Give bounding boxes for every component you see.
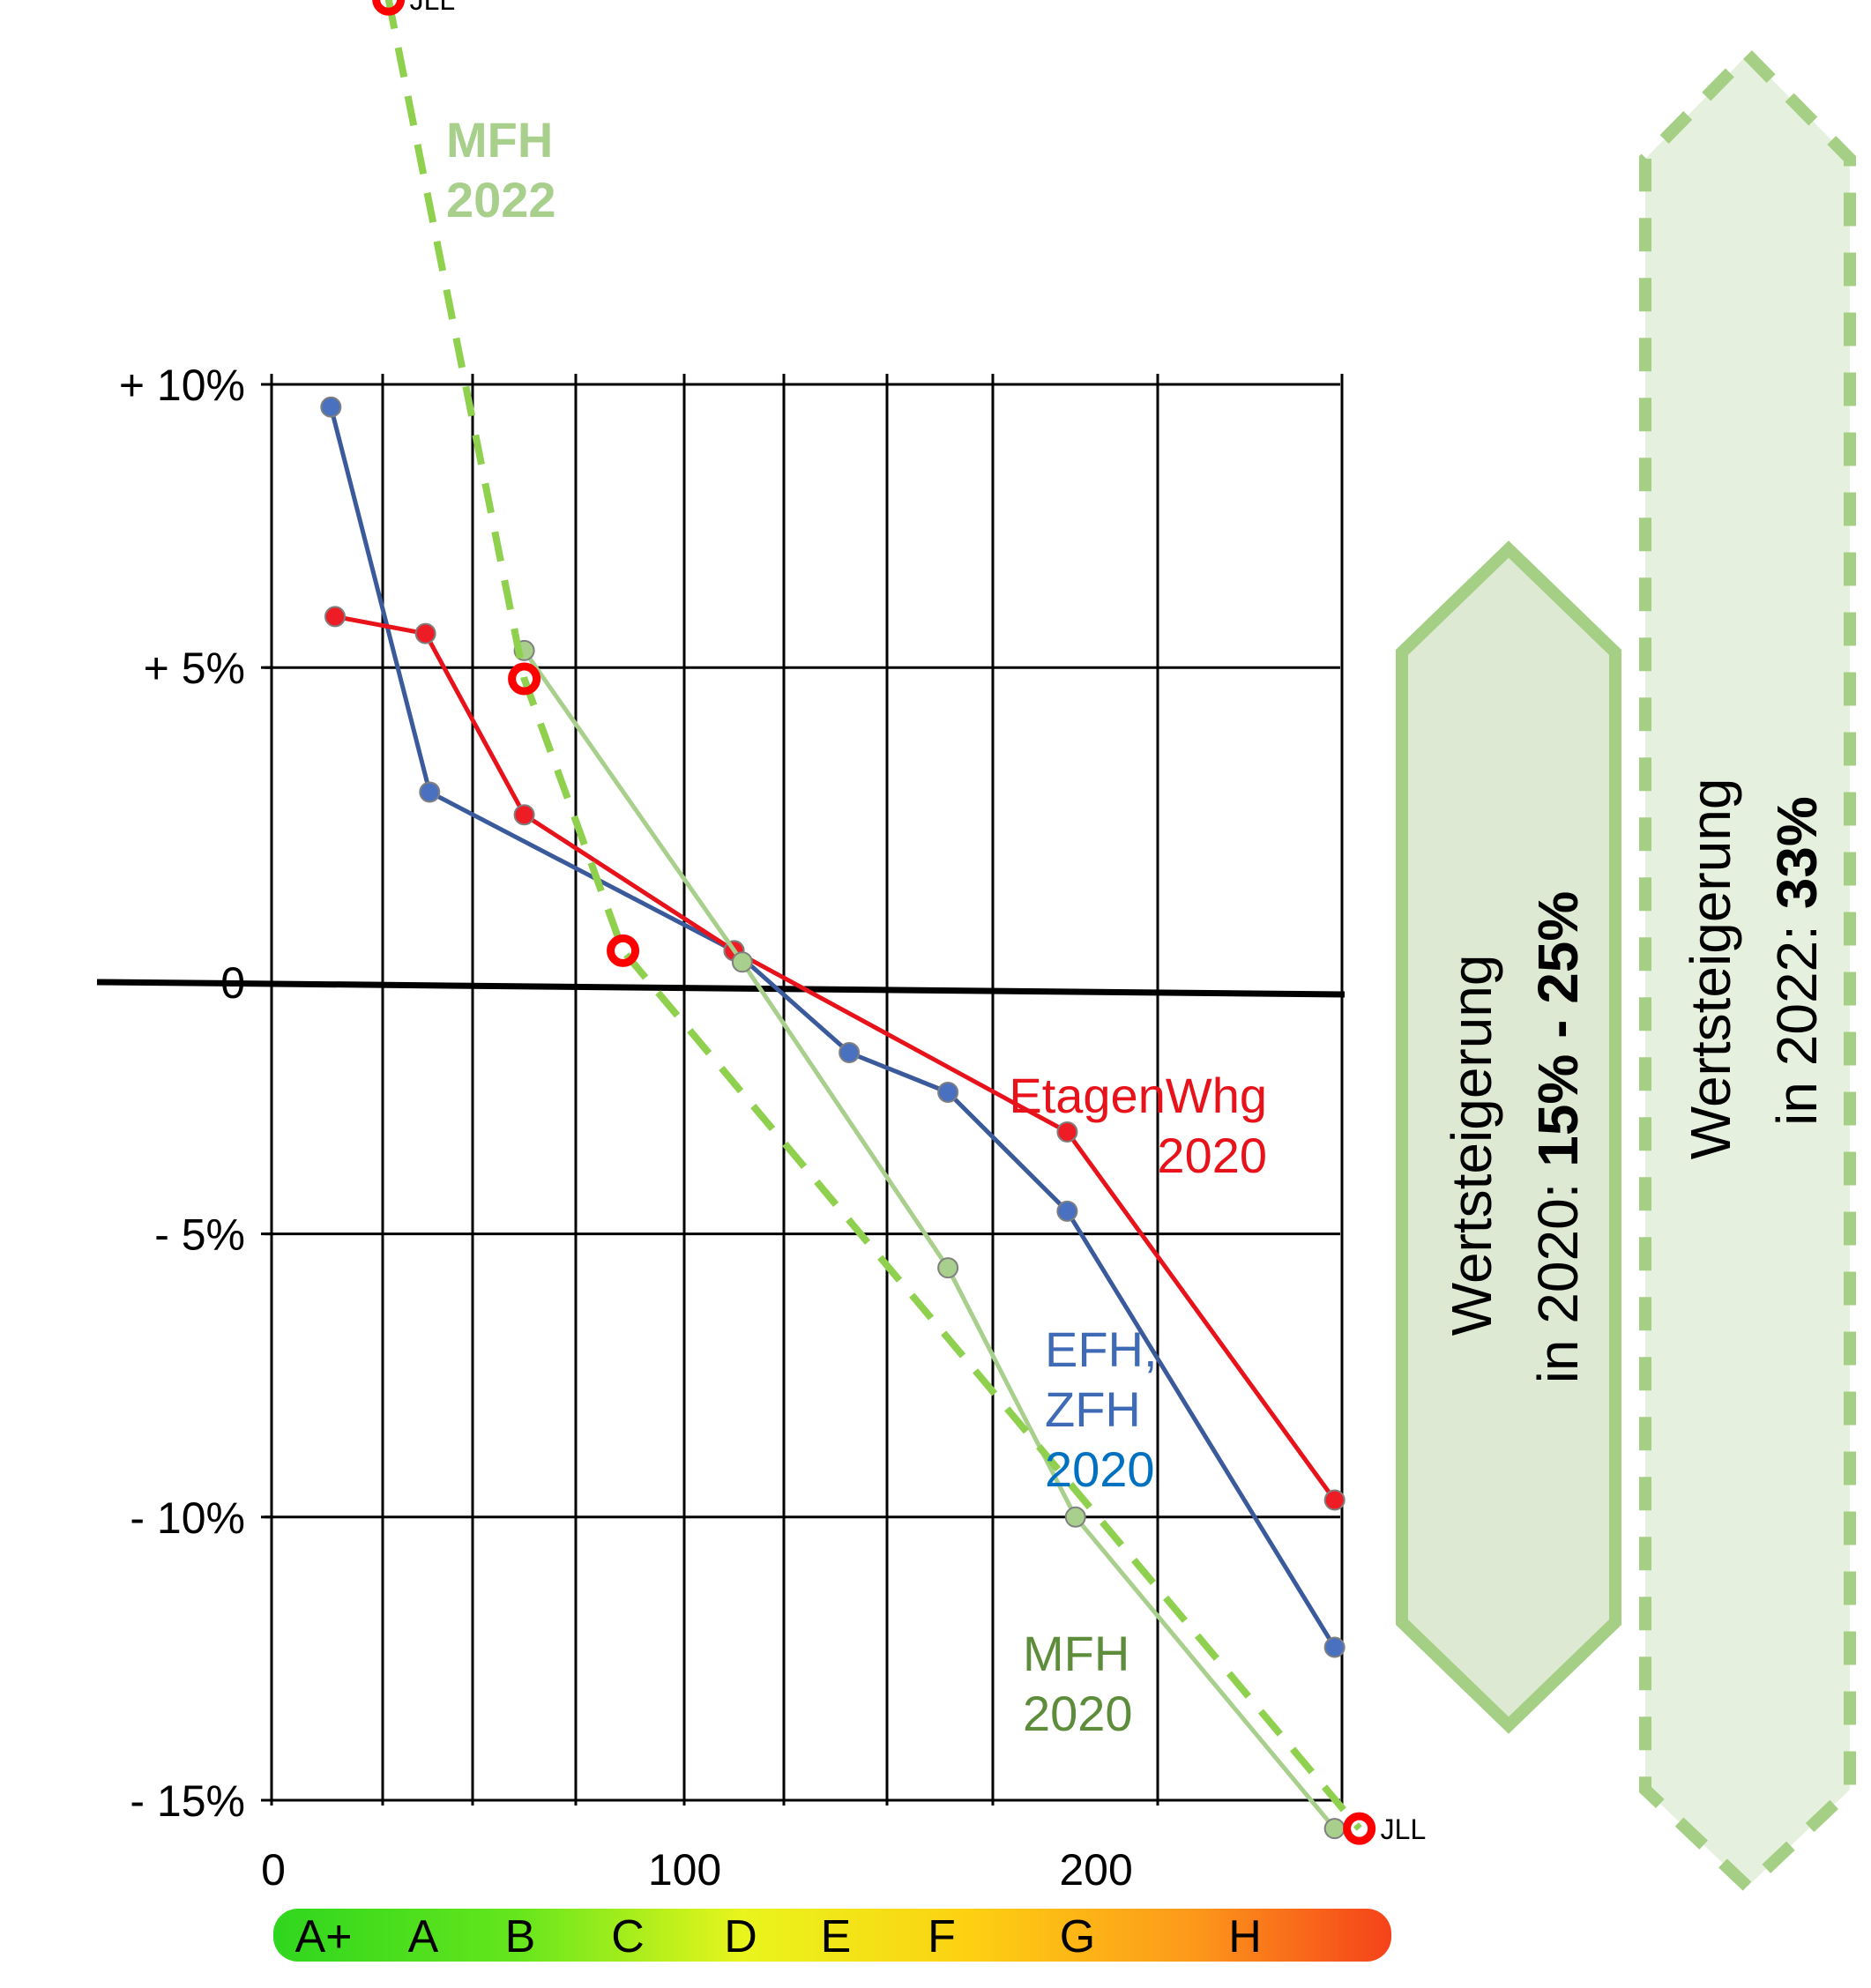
series-line bbox=[384, 0, 1362, 1831]
x-tick-label: 200 bbox=[1059, 1845, 1132, 1895]
badge-2020-line2: in 2020: 15% - 25% bbox=[1526, 891, 1590, 1384]
energy-class-label: C bbox=[611, 1911, 645, 1962]
series-point bbox=[1323, 1636, 1345, 1658]
energy-class-label: A+ bbox=[294, 1911, 352, 1962]
series-point bbox=[324, 606, 346, 628]
energy-class-label: H bbox=[1228, 1911, 1262, 1962]
series-label: MFH bbox=[446, 112, 553, 168]
series-point bbox=[419, 781, 441, 803]
series-point-ring bbox=[508, 662, 541, 696]
series-point bbox=[937, 1257, 959, 1279]
series-2 bbox=[513, 639, 1345, 1840]
y-tick-label: + 5% bbox=[144, 644, 245, 693]
series-point bbox=[414, 622, 436, 644]
badge-2020: Wertsteigerung in 2020: 15% - 25% bbox=[1396, 540, 1621, 1734]
series-point bbox=[937, 1082, 959, 1103]
series-1 bbox=[324, 606, 1345, 1511]
jll-annotation: JLL bbox=[1381, 1813, 1427, 1845]
energy-class-label: B bbox=[505, 1911, 536, 1962]
badge-2022-line1: Wertsteigerung bbox=[1679, 778, 1742, 1159]
series-label: EFH, bbox=[1045, 1322, 1158, 1377]
series-point bbox=[320, 396, 342, 418]
series-point bbox=[1323, 1818, 1345, 1840]
series-point bbox=[1056, 1200, 1078, 1222]
jll-annotation: JLL bbox=[410, 0, 456, 16]
badge-2022-text: Wertsteigerung in 2022: 33% bbox=[1679, 763, 1829, 1160]
badge-2022-line2-prefix: in 2022: bbox=[1765, 909, 1829, 1126]
y-tick-label: - 10% bbox=[130, 1493, 245, 1543]
badge-2020-line2-prefix: in 2020: bbox=[1526, 1167, 1590, 1384]
energy-class-label: E bbox=[821, 1911, 852, 1962]
badge-2020-shape bbox=[1396, 540, 1621, 1734]
badge-2022-line2: in 2022: 33% bbox=[1765, 796, 1829, 1126]
series-0 bbox=[320, 396, 1345, 1658]
badge-2020-text: Wertsteigerung in 2020: 15% - 25% bbox=[1440, 891, 1590, 1384]
x-tick-label: 100 bbox=[648, 1845, 721, 1895]
energy-class-bar: A+ A B C D E F G H bbox=[273, 1909, 1391, 1962]
series-point bbox=[731, 951, 753, 973]
zero-baseline bbox=[96, 979, 1345, 998]
badge-2022-shape bbox=[1639, 46, 1856, 1895]
x-tick-label: 0 bbox=[261, 1845, 286, 1895]
badge-2020-line1: Wertsteigerung bbox=[1440, 954, 1503, 1336]
energy-class-label: A bbox=[408, 1911, 439, 1962]
series-point-ring bbox=[372, 0, 406, 16]
annotations: JLL JLL bbox=[410, 0, 1427, 1845]
series-point-ring bbox=[1343, 1812, 1376, 1845]
energy-class-labels: A+ A B C D E F G H bbox=[294, 1911, 1261, 1962]
series-label: 2020 bbox=[1157, 1128, 1267, 1183]
series-layer bbox=[320, 0, 1376, 1845]
y-tick-label: + 10% bbox=[119, 361, 245, 410]
series-point bbox=[1056, 1121, 1078, 1143]
badge-2022-line2-bold: 33% bbox=[1765, 796, 1829, 909]
y-tick-labels: + 10% + 5% 0 - 5% - 10% - 15% bbox=[119, 361, 273, 1826]
series-point bbox=[1323, 1489, 1345, 1511]
series-line bbox=[328, 406, 1337, 1649]
series-point bbox=[839, 1042, 861, 1064]
series-label: 2020 bbox=[1045, 1441, 1155, 1497]
badge-2022: Wertsteigerung in 2022: 33% bbox=[1639, 46, 1856, 1895]
series-label: ZFH bbox=[1045, 1381, 1141, 1437]
energy-class-label: D bbox=[724, 1911, 757, 1962]
energy-class-label: F bbox=[928, 1911, 956, 1962]
y-tick-label: - 5% bbox=[154, 1210, 245, 1260]
series-label: MFH bbox=[1023, 1626, 1129, 1681]
series-label: 2020 bbox=[1023, 1686, 1133, 1741]
energy-class-gradient bbox=[273, 1909, 1391, 1962]
y-tick-label: - 15% bbox=[130, 1776, 245, 1826]
series-point-ring bbox=[607, 934, 640, 967]
series-3 bbox=[372, 0, 1376, 1845]
badge-2020-line2-bold: 15% - 25% bbox=[1526, 891, 1590, 1167]
y-tick-label: 0 bbox=[220, 958, 245, 1008]
series-label: EtagenWhg bbox=[1009, 1068, 1267, 1123]
x-tick-labels: 0 100 200 bbox=[261, 1845, 1133, 1895]
series-line bbox=[334, 614, 1337, 1501]
axes bbox=[96, 979, 1345, 998]
series-point bbox=[1064, 1506, 1086, 1528]
energy-class-label: G bbox=[1060, 1911, 1095, 1962]
series-label: 2022 bbox=[446, 172, 556, 227]
series-point bbox=[513, 804, 535, 826]
